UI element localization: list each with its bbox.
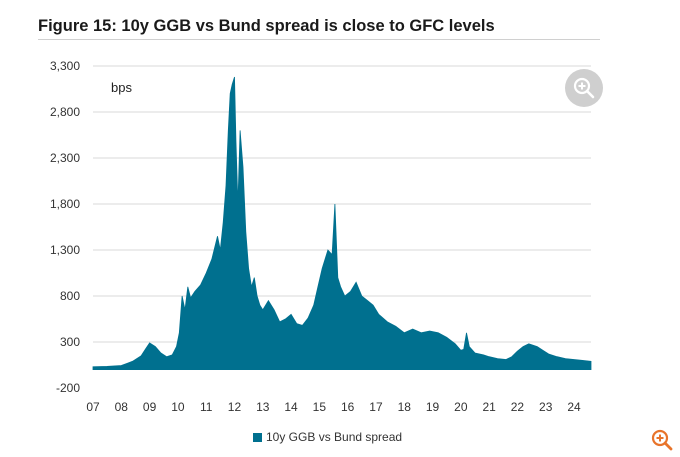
title-divider: [38, 39, 600, 40]
chart-legend: 10y GGB vs Bund spread: [253, 430, 402, 444]
y-tick-label: 300: [60, 335, 80, 349]
x-tick-label: 21: [482, 400, 496, 414]
legend-swatch: [253, 432, 262, 442]
expand-button[interactable]: [650, 428, 674, 452]
legend-label: 10y GGB vs Bund spread: [266, 430, 403, 444]
x-tick-label: 14: [284, 400, 298, 414]
x-tick-label: 16: [341, 400, 355, 414]
y-tick-label: 3,300: [50, 59, 80, 73]
chart-area-layer: [92, 76, 592, 370]
zoom-button[interactable]: [565, 69, 603, 107]
y-axis-label: bps: [111, 80, 132, 95]
x-tick-label: 24: [567, 400, 581, 414]
x-tick-label: 20: [454, 400, 468, 414]
chart-title: Figure 15: 10y GGB vs Bund spread is clo…: [38, 17, 495, 35]
x-axis-ticks: 07 08 09 10 11 12 13 14 15 16 17 18 19 20 21 22 23 24: [86, 400, 581, 414]
y-tick-label: 800: [60, 289, 80, 303]
y-tick-label: -200: [56, 381, 80, 395]
y-axis-ticks: -200 300 800 1,300 1,800 2,300 2,800 3,300: [50, 59, 80, 395]
x-tick-label: 10: [171, 400, 185, 414]
x-tick-label: 12: [228, 400, 242, 414]
chart-grid: [93, 65, 591, 343]
x-tick-label: 18: [398, 400, 412, 414]
series-area-ggb-bund-spread: [92, 76, 592, 370]
x-tick-label: 09: [143, 400, 157, 414]
x-tick-label: 13: [256, 400, 270, 414]
x-tick-label: 23: [539, 400, 553, 414]
y-tick-label: 2,300: [50, 151, 80, 165]
x-tick-label: 07: [86, 400, 100, 414]
x-tick-label: 19: [426, 400, 440, 414]
expand-icon: [651, 429, 673, 451]
zoom-in-icon: [573, 77, 595, 99]
x-tick-label: 17: [369, 400, 383, 414]
x-tick-label: 22: [511, 400, 525, 414]
y-tick-label: 1,300: [50, 243, 80, 257]
x-tick-label: 08: [115, 400, 129, 414]
x-tick-label: 15: [313, 400, 327, 414]
x-tick-label: 11: [200, 400, 213, 414]
y-tick-label: 2,800: [50, 105, 80, 119]
y-tick-label: 1,800: [50, 197, 80, 211]
